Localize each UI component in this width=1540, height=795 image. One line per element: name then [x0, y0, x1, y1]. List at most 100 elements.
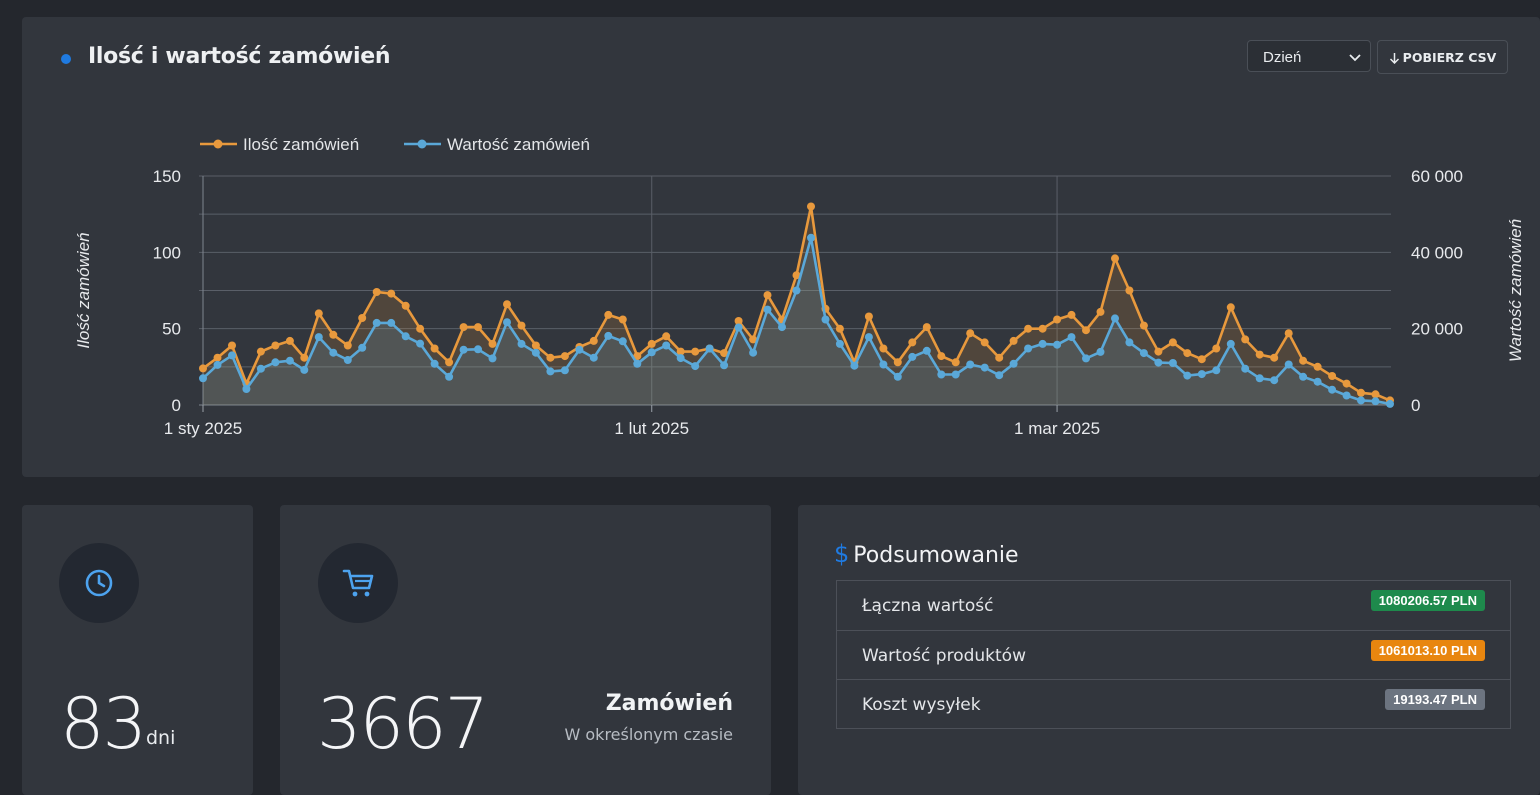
data-point: [575, 345, 584, 354]
data-point: [864, 312, 873, 321]
orders-label: Zamówień: [605, 691, 733, 716]
data-point: [1212, 344, 1221, 353]
data-point: [1241, 335, 1250, 344]
data-point: [633, 359, 642, 368]
data-point: [430, 344, 439, 353]
y-left-tick-label: 50: [162, 320, 181, 339]
data-point: [358, 314, 367, 322]
data-point: [1386, 399, 1394, 408]
data-point: [893, 358, 902, 367]
data-point: [1255, 374, 1264, 383]
data-point: [459, 323, 468, 332]
orders-chart-card: 1 sty 2025 1 lut 2025 1 mar 2025 0 50 100 150 0…: [22, 17, 1540, 477]
data-point: [720, 361, 729, 370]
data-point: [1371, 397, 1380, 406]
y-right-axis-title: Wartość zamówień: [1506, 219, 1525, 362]
data-point: [893, 372, 902, 381]
data-point: [401, 332, 410, 341]
data-point: [763, 305, 772, 314]
data-point: [1328, 372, 1337, 380]
title-dot-icon: [61, 54, 71, 64]
data-point: [662, 341, 671, 350]
data-point: [879, 344, 888, 353]
summary-row-shipping: Koszt wysyłek 19193.47 PLN: [837, 679, 1510, 728]
summary-label: Koszt wysyłek: [862, 695, 981, 715]
data-point: [922, 323, 931, 332]
period-select[interactable]: Dzień: [1247, 40, 1371, 72]
data-point: [1139, 321, 1148, 330]
data-point: [850, 361, 859, 370]
data-point: [1357, 388, 1365, 397]
data-point: [1111, 314, 1119, 323]
data-point: [1125, 286, 1134, 295]
data-point: [691, 362, 700, 371]
data-point: [242, 385, 251, 393]
data-point: [1313, 362, 1322, 371]
data-point: [1212, 366, 1221, 375]
data-point: [271, 341, 280, 350]
x-tick-label: 1 lut 2025: [614, 419, 689, 438]
data-point: [1067, 333, 1076, 342]
data-point: [300, 353, 309, 362]
series-area-1: [203, 237, 1390, 405]
data-point: [517, 339, 526, 348]
data-point: [387, 318, 396, 327]
data-point: [531, 341, 540, 350]
x-tick-label: 1 mar 2025: [1014, 419, 1100, 438]
data-point: [1299, 372, 1308, 381]
summary-row-products: Wartość produktów 1061013.10 PLN: [837, 630, 1510, 679]
data-point: [314, 333, 323, 342]
data-point: [1328, 385, 1337, 394]
clock-icon-circle: [59, 543, 139, 623]
summary-title-text: Podsumowanie: [853, 543, 1019, 568]
data-point: [285, 336, 294, 345]
summary-title: $ Podsumowanie: [834, 540, 1019, 568]
data-point: [285, 356, 294, 365]
arrow-down-icon: [1389, 53, 1399, 65]
data-point: [228, 351, 236, 360]
data-point: [937, 352, 946, 361]
data-point: [1038, 339, 1047, 348]
data-point: [980, 338, 989, 347]
data-point: [387, 289, 396, 298]
data-point: [199, 364, 207, 373]
cart-icon-circle: [318, 543, 398, 623]
data-point: [662, 332, 671, 341]
orders-stat-card: 3667 Zamówień W określonym czasie: [280, 505, 771, 795]
y-right-tick-label: 0: [1411, 396, 1420, 415]
y-left-tick-label: 150: [153, 167, 181, 186]
legend-marker-1: [417, 139, 427, 149]
data-point: [1226, 339, 1235, 348]
data-point: [720, 349, 729, 358]
data-point: [343, 341, 352, 350]
data-point: [531, 348, 540, 357]
data-point: [1197, 355, 1206, 364]
data-point: [503, 300, 511, 309]
legend-label-1: Wartość zamówień: [447, 135, 590, 154]
data-point: [228, 341, 236, 350]
data-point: [749, 335, 758, 344]
data-point: [676, 347, 685, 356]
data-point: [908, 352, 917, 361]
data-point: [1067, 310, 1076, 319]
data-point: [1270, 353, 1279, 362]
data-point: [560, 366, 569, 375]
products-value-badge: 1061013.10 PLN: [1370, 640, 1485, 661]
data-point: [807, 202, 815, 211]
download-csv-label: POBIERZ CSV: [1402, 50, 1497, 65]
data-point: [459, 345, 468, 354]
data-point: [1313, 377, 1322, 386]
data-point: [1197, 370, 1206, 379]
data-point: [908, 338, 917, 347]
download-csv-button[interactable]: POBIERZ CSV: [1377, 40, 1508, 74]
data-point: [372, 318, 381, 327]
data-point: [358, 343, 367, 352]
data-point: [343, 356, 352, 364]
data-point: [213, 360, 222, 369]
data-point: [1024, 324, 1033, 333]
data-point: [1284, 329, 1293, 338]
data-point: [271, 358, 280, 367]
x-tick-label: 1 sty 2025: [164, 419, 242, 438]
data-point: [1241, 364, 1250, 373]
data-point: [1168, 338, 1177, 347]
